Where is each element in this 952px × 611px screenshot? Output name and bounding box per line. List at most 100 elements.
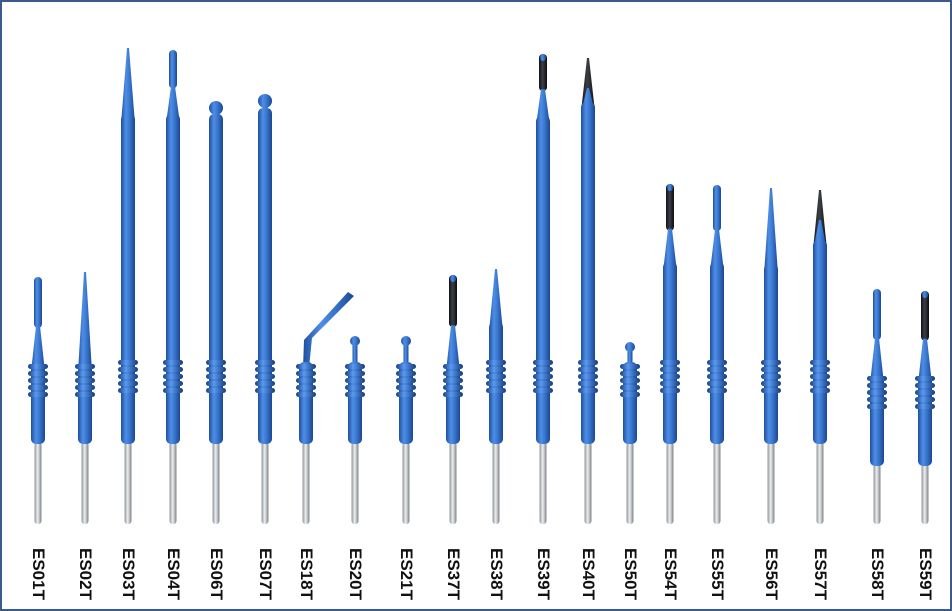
metal-shaft: [539, 442, 547, 524]
grip-ring: [660, 388, 680, 393]
electrode-es54t: [660, 184, 680, 524]
metal-shaft: [767, 442, 775, 524]
metal-shaft: [169, 442, 177, 524]
grip-ring: [255, 388, 275, 393]
grip-ring: [620, 385, 640, 390]
grip-ring: [707, 360, 727, 365]
grip-ring: [396, 385, 416, 390]
model-code: ES40T: [579, 548, 599, 600]
handle: [813, 240, 827, 444]
metal-shaft: [873, 464, 881, 524]
model-code: ES50T: [621, 548, 641, 600]
grip-ring: [707, 374, 727, 379]
grip-ring: [533, 388, 553, 393]
model-label: ES02T: [75, 539, 95, 609]
model-code: ES55T: [708, 548, 728, 600]
grip-ring: [118, 367, 138, 372]
model-label: ES55T: [707, 539, 727, 609]
metal-shaft: [666, 442, 674, 524]
ball-tip: [625, 342, 635, 352]
electrode-es06t: [206, 101, 226, 524]
model-code: ES03T: [119, 548, 139, 600]
grip-ring: [443, 371, 463, 376]
grip-ring: [206, 388, 226, 393]
grip-ring: [578, 388, 598, 393]
metal-shaft: [584, 442, 592, 524]
grip-ring: [915, 383, 935, 388]
grip-ring: [486, 367, 506, 372]
metal-shaft: [713, 442, 721, 524]
grip-ring: [296, 378, 316, 383]
grip-ring: [810, 381, 830, 386]
ball-tip: [258, 94, 272, 108]
grip-ring: [578, 381, 598, 386]
grip-ring: [867, 383, 887, 388]
grip-ring: [867, 397, 887, 402]
grip-ring: [915, 376, 935, 381]
grip-ring: [296, 371, 316, 376]
electrode-es55t: [707, 185, 727, 524]
grip-ring: [75, 392, 95, 397]
blade-cap: [540, 54, 546, 61]
grip-ring: [118, 360, 138, 365]
model-code: ES04T: [164, 548, 184, 600]
grip-ring: [28, 364, 48, 369]
model-code: ES06T: [207, 548, 227, 600]
handle: [258, 108, 272, 444]
model-label: ES01T: [28, 539, 48, 609]
model-label: ES39T: [533, 539, 553, 609]
model-label: ES54T: [660, 539, 680, 609]
model-code: ES38T: [487, 548, 507, 600]
handle: [581, 102, 595, 444]
grip-ring: [578, 360, 598, 365]
grip-ring: [118, 388, 138, 393]
blade-neck: [710, 229, 724, 272]
grip-ring: [396, 371, 416, 376]
grip-ring: [75, 364, 95, 369]
electrode-es01t: [28, 277, 48, 524]
metal-shaft: [261, 442, 269, 524]
grip-ring: [443, 392, 463, 397]
model-label: ES07T: [255, 539, 275, 609]
grip-ring: [345, 378, 365, 383]
metal-shaft: [124, 442, 132, 524]
grip-ring: [296, 392, 316, 397]
grip-ring: [867, 404, 887, 409]
metal-shaft: [921, 464, 929, 524]
grip-ring: [620, 378, 640, 383]
model-code: ES59T: [916, 548, 936, 600]
model-code: ES39T: [534, 548, 554, 600]
grip-ring: [255, 374, 275, 379]
blade-tip: [666, 184, 674, 231]
grip-ring: [206, 374, 226, 379]
model-code: ES54T: [661, 548, 681, 600]
ball-tip: [209, 101, 223, 115]
model-label: ES04T: [163, 539, 183, 609]
grip-ring: [810, 388, 830, 393]
grip-ring: [915, 397, 935, 402]
metal-shaft: [302, 442, 310, 524]
grip-ring: [163, 388, 183, 393]
metal-shaft: [81, 442, 89, 524]
grip-ring: [578, 374, 598, 379]
grip-ring: [707, 381, 727, 386]
electrode-es40t: [578, 58, 598, 524]
blade-cap: [922, 291, 928, 298]
model-label: ES58T: [867, 539, 887, 609]
model-code: ES21T: [397, 548, 417, 600]
grip-ring: [810, 360, 830, 365]
electrode-es59t: [915, 291, 935, 524]
electrode-es58t: [867, 289, 887, 524]
grip-ring: [163, 360, 183, 365]
handle: [209, 114, 223, 444]
needle-tip: [764, 188, 778, 274]
blade-tip: [713, 185, 721, 232]
model-label: ES40T: [578, 539, 598, 609]
model-code: ES57T: [811, 548, 831, 600]
grip-ring: [867, 390, 887, 395]
grip-ring: [915, 404, 935, 409]
model-code: ES58T: [868, 548, 888, 600]
grip-ring: [707, 388, 727, 393]
electrode-es39t: [533, 54, 553, 524]
